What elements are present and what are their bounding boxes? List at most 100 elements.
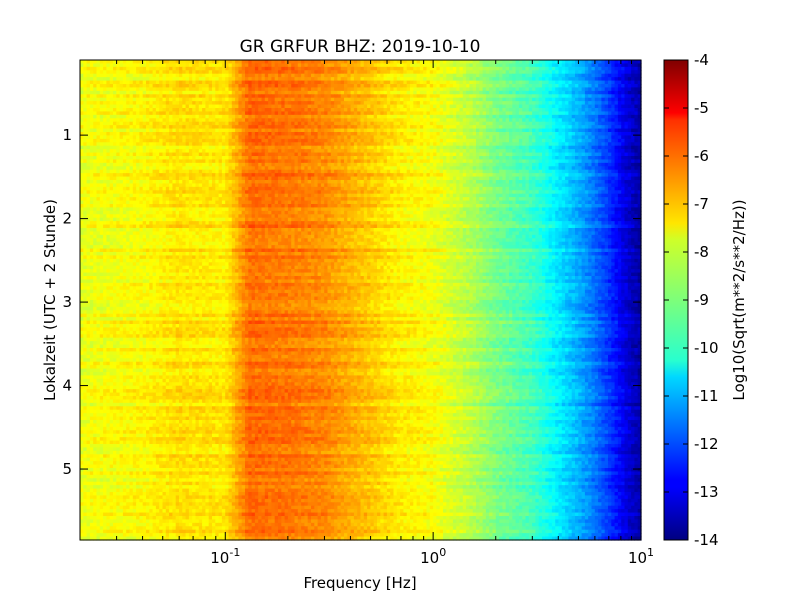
heatmap-cell [535,63,540,68]
heatmap-cell [139,77,144,82]
heatmap-cell [502,73,507,78]
heatmap-cell [212,63,216,68]
heatmap-cell [403,80,408,85]
heatmap-cell [347,63,352,68]
heatmap-cell [456,63,461,68]
heatmap-cell [360,73,365,78]
heatmap-cell [634,77,639,82]
heatmap-cell [208,70,213,75]
heatmap-cell [287,84,292,89]
heatmap-cell [317,84,322,89]
heatmap-cell [238,60,243,65]
heatmap-cell [452,84,457,89]
heatmap-cell [185,84,190,89]
heatmap-cell [551,80,556,85]
chart-title: GR GRFUR BHZ: 2019-10-10 [240,37,481,57]
heatmap-cell [476,70,480,75]
heatmap-cell [334,73,338,78]
heatmap-cell [152,77,157,82]
heatmap-cell [116,87,121,92]
heatmap-cell [278,70,282,75]
heatmap-cell [386,66,391,71]
heatmap-cell [281,63,286,68]
heatmap-cell [499,80,503,85]
heatmap-cell [221,77,226,82]
heatmap-cell [528,84,533,89]
heatmap-cell [136,90,140,95]
heatmap-cell [357,77,362,82]
heatmap-cell [146,84,150,89]
heatmap-cell [512,70,517,75]
heatmap-cell [205,63,210,68]
heatmap-cell [297,63,302,68]
heatmap-cell [146,63,150,68]
heatmap-cell [456,73,461,78]
heatmap-cell [254,73,259,78]
heatmap-cell [383,70,388,75]
heatmap-cell [555,66,560,71]
heatmap-cell [330,84,335,89]
heatmap-cell [416,87,421,92]
heatmap-cell [439,84,444,89]
heatmap-cell [436,60,441,65]
heatmap-cell [93,60,98,65]
heatmap-cell [482,63,487,68]
heatmap-cell [287,70,292,75]
heatmap-cell [284,87,289,92]
heatmap-cell [416,84,421,89]
heatmap-cell [132,90,137,95]
heatmap-cell [386,87,391,92]
heatmap-cell [439,60,444,65]
heatmap-cell [116,73,121,78]
heatmap-cell [248,63,253,68]
heatmap-cell [254,70,259,75]
heatmap-cell [106,60,111,65]
heatmap-cell [512,63,517,68]
heatmap-cell [225,84,230,89]
heatmap-cell [155,63,160,68]
heatmap-cell [80,60,84,65]
heatmap-cell [175,90,180,95]
heatmap-cell [142,84,147,89]
heatmap-cell [228,84,233,89]
heatmap-cell [594,70,599,75]
heatmap-cell [212,66,216,71]
heatmap-cell [324,70,329,75]
heatmap-cell [99,70,104,75]
heatmap-cell [228,90,233,95]
heatmap-cell [152,66,157,71]
heatmap-cell [304,60,309,65]
heatmap-cell [571,60,576,65]
heatmap-cell [261,80,266,85]
heatmap-cell [241,60,246,65]
heatmap-cell [393,73,398,78]
heatmap-cell [505,87,510,92]
heatmap-cell [443,77,447,82]
heatmap-cell [169,73,173,78]
heatmap-cell [542,60,546,65]
heatmap-cell [466,84,470,89]
heatmap-cell [542,66,546,71]
heatmap-cell [433,84,437,89]
heatmap-cell [324,60,329,65]
heatmap-cell [175,80,180,85]
heatmap-cell [611,66,616,71]
heatmap-cell [212,77,216,82]
heatmap-cell [208,84,213,89]
heatmap-cell [129,63,134,68]
heatmap-cell [274,77,279,82]
heatmap-cell [499,70,503,75]
heatmap-cell [558,63,563,68]
heatmap-cell [621,73,626,78]
heatmap-cell [611,80,616,85]
heatmap-cell [212,73,216,78]
heatmap-cell [386,77,391,82]
heatmap-cell [370,66,375,71]
heatmap-cell [215,60,220,65]
heatmap-cell [525,60,530,65]
heatmap-cell [231,90,236,95]
heatmap-cell [449,63,454,68]
heatmap-cell [258,63,263,68]
heatmap-cell [271,63,276,68]
heatmap-cell [344,77,348,82]
